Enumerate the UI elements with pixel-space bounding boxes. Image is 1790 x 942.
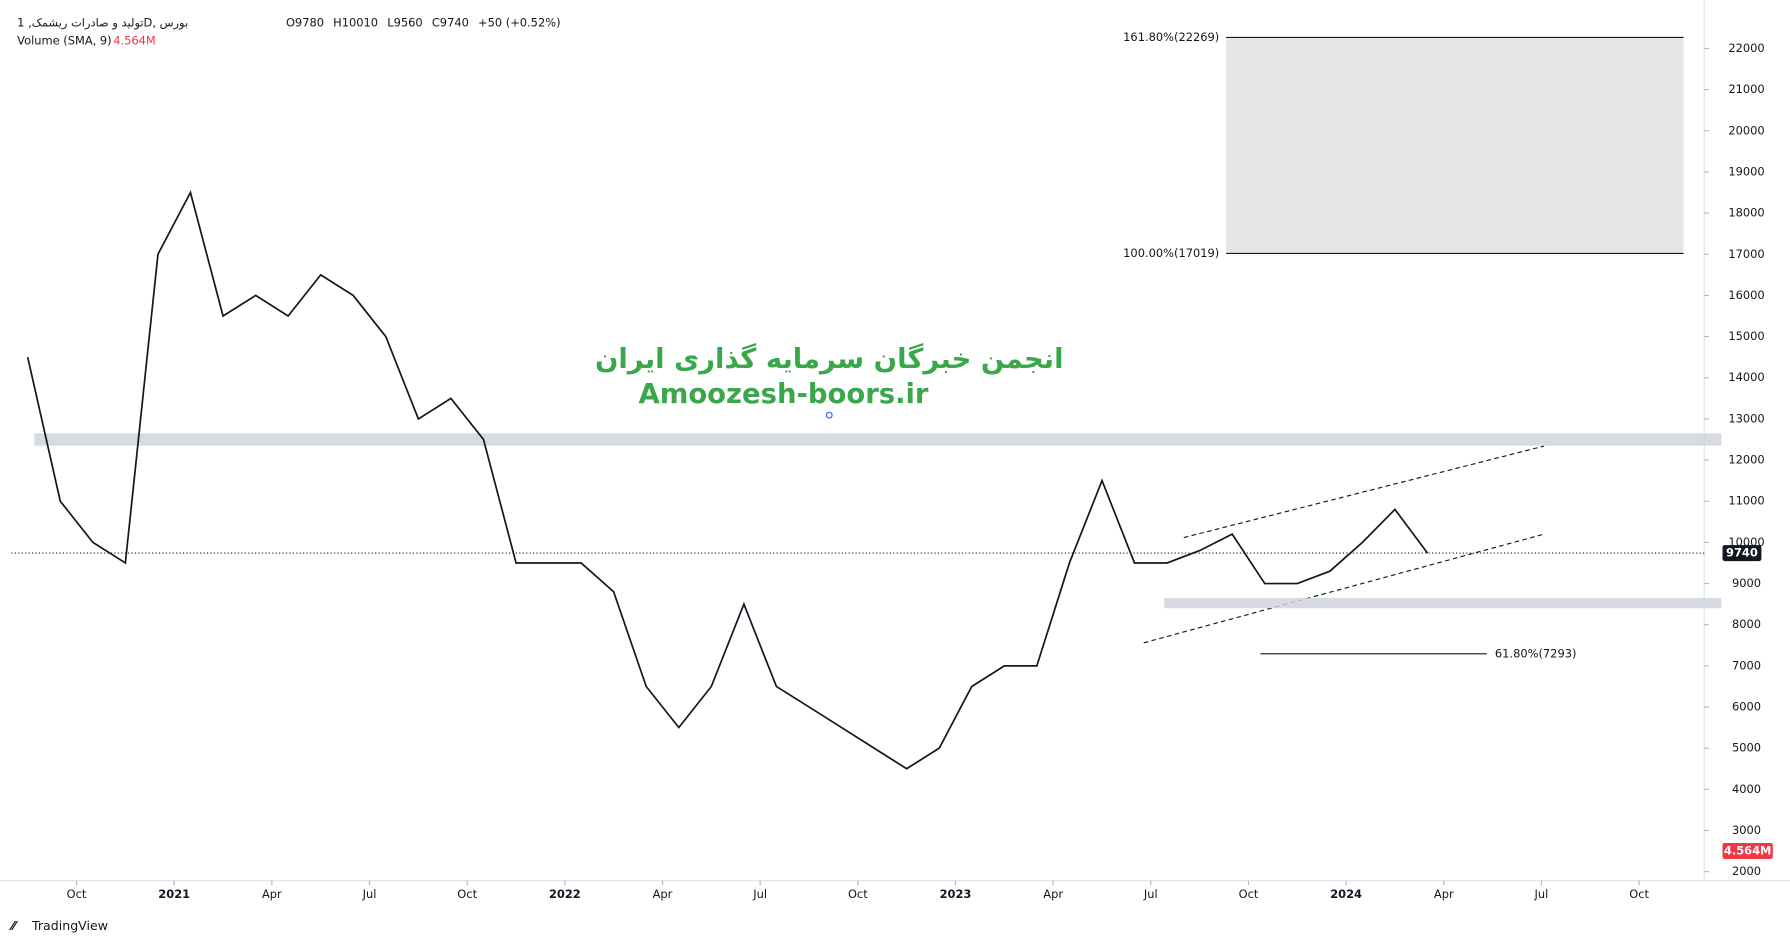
- ohlc-value: L9560: [387, 15, 422, 29]
- y-tick-label: 2000: [1732, 864, 1761, 878]
- brand-logo: ⁄⁄: [8, 918, 18, 933]
- y-tick-label: 6000: [1732, 700, 1761, 714]
- y-tick-label: 16000: [1728, 288, 1764, 302]
- x-tick-label: Oct: [1239, 887, 1259, 901]
- fib-box: [1226, 37, 1684, 254]
- volume-box: [1722, 842, 1773, 859]
- watermark: Amoozesh-boors.ir: [639, 379, 929, 410]
- y-tick-label: 15000: [1728, 329, 1764, 343]
- x-tick-label: Jul: [1534, 887, 1549, 901]
- volume-axis-label: 4.564M: [1724, 843, 1772, 857]
- x-tick-label: Oct: [1629, 887, 1649, 901]
- ohlc-value: O9780: [286, 15, 324, 29]
- channel-line: [1143, 533, 1545, 644]
- x-tick-label: Jul: [362, 887, 377, 901]
- x-tick-label: Apr: [1434, 887, 1454, 901]
- x-tick-label: Oct: [848, 887, 868, 901]
- y-tick-label: 21000: [1728, 82, 1764, 96]
- x-tick-label: Jul: [1143, 887, 1158, 901]
- y-tick-label: 7000: [1732, 658, 1761, 672]
- y-tick-label: 9000: [1732, 576, 1761, 590]
- x-tick-label: 2024: [1330, 887, 1362, 901]
- x-tick-label: Apr: [653, 887, 673, 901]
- x-tick-label: Jul: [752, 887, 767, 901]
- y-tick-label: 14000: [1728, 370, 1764, 384]
- zone: [1164, 597, 1722, 609]
- y-tick-label: 11000: [1728, 494, 1764, 508]
- fib-label: 61.80%(7293): [1495, 646, 1577, 660]
- x-tick-label: Oct: [457, 887, 477, 901]
- cursor: [825, 411, 833, 419]
- x-tick-label: Oct: [67, 887, 87, 901]
- y-tick-label: 12000: [1728, 453, 1764, 467]
- y-tick-label: 3000: [1732, 823, 1761, 837]
- zone: [34, 433, 1722, 446]
- x-tick-label: Apr: [262, 887, 282, 901]
- last-price-box: [1722, 545, 1762, 562]
- x-tick-label: 2023: [940, 887, 972, 901]
- ohlc-value: +50 (+0.52%): [478, 15, 561, 29]
- y-tick-label: 20000: [1728, 123, 1764, 137]
- y-tick-label: 13000: [1728, 411, 1764, 425]
- y-tick-label: 5000: [1732, 741, 1761, 755]
- brand: TradingView: [31, 918, 108, 933]
- y-tick-label: 18000: [1728, 206, 1764, 220]
- volume-label: Volume (SMA, 9): [17, 34, 111, 48]
- y-tick-label: 4000: [1732, 782, 1761, 796]
- ohlc-value: H10010: [333, 15, 378, 29]
- y-tick-label: 19000: [1728, 164, 1764, 178]
- watermark: انجمن خبرگان سرمایه گذاری ایران: [595, 343, 1064, 375]
- ohlc-value: C9740: [432, 15, 469, 29]
- chart-title: تولید و صادرات ریشمک, 1D, بورس: [17, 15, 188, 30]
- price-line: [26, 190, 1429, 770]
- y-tick-label: 17000: [1728, 247, 1764, 261]
- channel-line: [1183, 445, 1545, 539]
- x-tick-label: 2022: [549, 887, 581, 901]
- y-tick-label: 22000: [1728, 41, 1764, 55]
- fib-label: 161.80%(22269): [1123, 30, 1219, 44]
- x-tick-label: Apr: [1043, 887, 1063, 901]
- y-tick-label: 8000: [1732, 617, 1761, 631]
- x-tick-label: 2021: [158, 887, 190, 901]
- fib-label: 100.00%(17019): [1123, 246, 1219, 260]
- volume-value: 4.564M: [113, 34, 156, 48]
- last-price-label: 9740: [1726, 546, 1758, 560]
